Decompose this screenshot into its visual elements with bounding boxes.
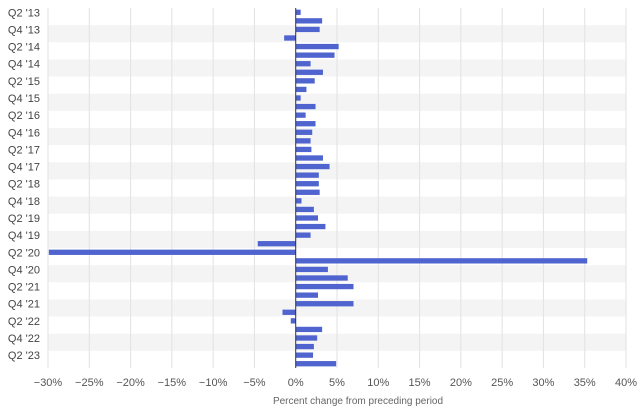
bar-q3-23 (295, 361, 337, 367)
bar-q2-13 (295, 9, 301, 15)
category-label: Q4 '13 (8, 24, 40, 36)
bar-q2-16 (295, 112, 306, 118)
x-tick-label: 5% (329, 377, 345, 389)
x-tick-label: −20% (116, 377, 145, 389)
bar-q1-16 (295, 103, 316, 110)
bar-q1-17 (295, 138, 311, 144)
bar-q2-23 (295, 352, 314, 358)
x-tick-label: −25% (75, 377, 104, 389)
bar-q3-15 (295, 86, 307, 93)
x-tick-label: 10% (367, 377, 389, 389)
bar-q1-22 (282, 309, 296, 315)
x-tick-label: 35% (574, 377, 596, 389)
category-label: Q4 '21 (8, 299, 40, 311)
bar-q4-22 (295, 335, 318, 341)
category-label: Q2 '17 (8, 144, 40, 156)
x-tick-label: −15% (158, 377, 187, 389)
category-label: Q4 '18 (8, 196, 40, 208)
category-label: Q2 '22 (8, 316, 40, 328)
bar-q3-18 (295, 189, 320, 195)
x-tick-label: −5% (243, 377, 266, 389)
bar-q4-13 (295, 26, 320, 33)
x-tick-label: 25% (491, 377, 513, 389)
bar-q3-22 (295, 326, 323, 333)
bar-q4-18 (295, 198, 302, 204)
gridlines (47, 8, 627, 368)
x-tick-label: −30% (34, 377, 63, 389)
bar-q3-20 (295, 258, 588, 264)
bar-q1-15 (295, 69, 323, 75)
category-label: Q4 '19 (8, 230, 40, 242)
x-tick-labels: −30% −25% −20% −15% −10% −5% 0% 5% 10% 15% 20% 25% 3… (34, 377, 637, 389)
bar-q3-13 (295, 18, 323, 24)
bars (48, 9, 588, 367)
x-tick-label: −10% (199, 377, 228, 389)
category-label: Q4 '20 (8, 264, 40, 276)
x-tick-label: 40% (615, 377, 637, 389)
bar-q1-20 (257, 241, 296, 247)
bar-q4-14 (295, 61, 311, 67)
category-labels: Q2 '13 Q4 '13 Q2 '14 Q4 '14 Q2 '15 Q4 '15 Q2 '… (8, 7, 40, 362)
bar-q2-15 (295, 78, 315, 84)
bar-q4-16 (295, 129, 313, 135)
bar-q4-21 (295, 301, 354, 307)
category-label: Q2 '13 (8, 7, 40, 19)
category-label: Q2 '23 (8, 350, 40, 362)
bar-q3-19 (295, 223, 326, 230)
category-label: Q2 '14 (8, 42, 40, 54)
bar-q4-19 (295, 232, 311, 238)
bar-q2-18 (295, 181, 319, 187)
category-label: Q4 '22 (8, 333, 40, 345)
category-label: Q4 '14 (8, 59, 40, 71)
bar-q4-17 (295, 163, 330, 170)
bar-q4-15 (295, 95, 301, 101)
x-tick-label: 15% (409, 377, 431, 389)
category-label: Q4 '15 (8, 93, 40, 105)
bar-q3-14 (295, 52, 335, 58)
category-label: Q2 '21 (8, 282, 40, 294)
bar-q1-18 (295, 172, 319, 178)
bar-q2-17 (295, 146, 312, 153)
category-label: Q4 '17 (8, 162, 40, 174)
category-label: Q2 '18 (8, 179, 40, 191)
bar-q2-14 (295, 43, 339, 50)
x-tick-label: 0% (288, 377, 304, 389)
bar-q1-14 (284, 35, 296, 41)
bar-q1-21 (295, 275, 348, 281)
x-axis-title: Percent change from preceding period (273, 396, 443, 407)
bar-q1-23 (295, 343, 314, 350)
bar-q4-20 (295, 266, 328, 273)
bar-q2-19 (295, 215, 319, 221)
bar-q2-22 (290, 318, 296, 324)
category-label: Q2 '20 (8, 247, 40, 259)
bar-q3-16 (295, 121, 316, 127)
category-label: Q4 '16 (8, 127, 40, 139)
category-label: Q2 '19 (8, 213, 40, 225)
category-label: Q2 '16 (8, 110, 40, 122)
bar-q3-17 (295, 155, 323, 161)
x-tick-label: 20% (450, 377, 472, 389)
x-tick-label: 30% (532, 377, 554, 389)
bar-q2-20 (48, 249, 296, 255)
category-label: Q2 '15 (8, 76, 40, 88)
bar-q1-19 (295, 206, 314, 213)
bar-q3-21 (295, 292, 319, 298)
bar-q2-21 (295, 283, 354, 290)
